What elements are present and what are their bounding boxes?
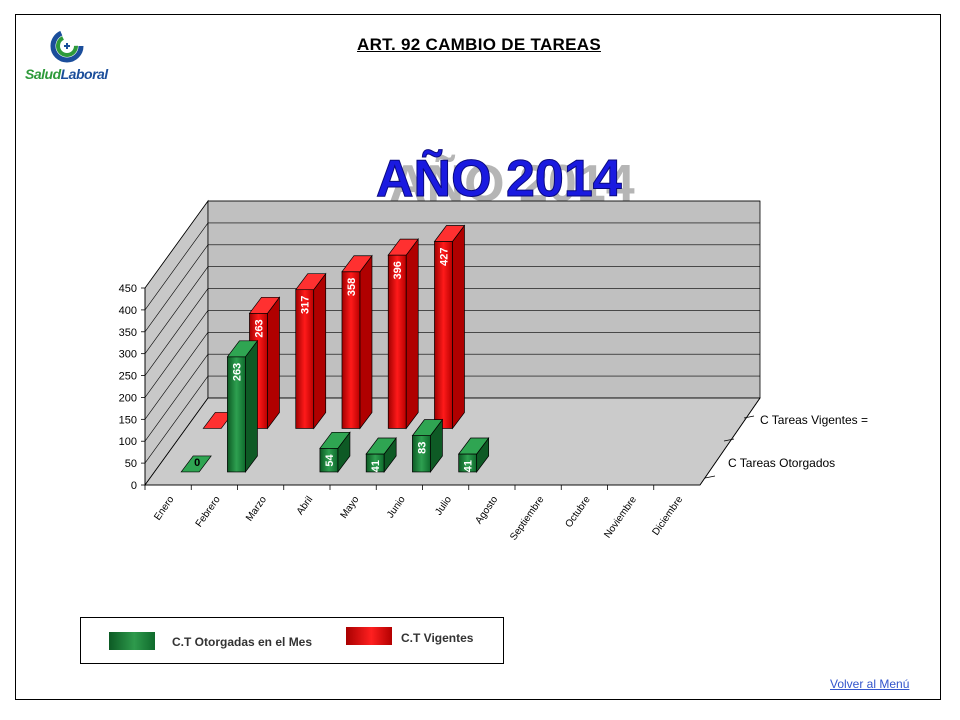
x-tick-label-marzo: Marzo xyxy=(244,494,269,523)
bar-otorgadas-mayo-top xyxy=(365,437,397,455)
back-to-menu-link[interactable]: Volver al Menú xyxy=(830,677,910,691)
bar-vigentes-mayo-label: 396 xyxy=(392,261,404,279)
y-tick-label: 450 xyxy=(119,283,137,295)
bar-otorgadas-julio-top xyxy=(457,437,490,455)
bar-vigentes-mayo xyxy=(387,254,407,429)
bar-otorgadas-julio-label: 41 xyxy=(463,460,475,472)
gridline xyxy=(144,222,760,311)
depth-label-vigentes: C Tareas Vigentes = xyxy=(760,413,868,427)
depth-tick xyxy=(704,475,716,479)
x-tick-label-febrero: Febrero xyxy=(194,494,223,529)
bar-otorgadas-enero xyxy=(180,455,212,473)
y-tick-label: 100 xyxy=(119,436,137,448)
bar-otorgadas-enero-label: 0 xyxy=(194,457,200,469)
bar-otorgadas-mayo-label: 41 xyxy=(370,460,382,472)
y-tick-label: 200 xyxy=(119,392,137,404)
bar-vigentes-febrero-side xyxy=(267,296,280,430)
bar-vigentes-abril-label: 358 xyxy=(346,278,358,296)
salud-laboral-logo: SaludLaboral xyxy=(25,28,110,86)
bar-vigentes-junio xyxy=(434,241,453,429)
bar-otorgadas-abril-top xyxy=(319,431,351,449)
y-tick-label: 400 xyxy=(119,305,137,317)
bar-vigentes-junio-label: 427 xyxy=(438,248,450,266)
depth-tick xyxy=(743,415,755,419)
legend-label-vigentes: C.T Vigentes xyxy=(401,631,474,645)
logo-text-laboral: Laboral xyxy=(60,66,109,82)
bar-vigentes-marzo-top xyxy=(295,273,327,291)
legend-label-otorgadas: C.T Otorgadas en el Mes xyxy=(172,635,313,649)
bar-vigentes-marzo-side xyxy=(313,272,327,430)
bar-otorgadas-junio-top xyxy=(411,419,444,436)
bar-vigentes-abril-side xyxy=(359,254,373,430)
x-tick-label-diciembre: Diciembre xyxy=(651,494,686,538)
bar-otorgadas-abril-label: 54 xyxy=(324,453,336,466)
gridline xyxy=(144,332,760,420)
depth-label-otorgados: C Tareas Otorgados xyxy=(728,456,835,470)
bar-vigentes-febrero-top xyxy=(248,296,281,314)
page-frame xyxy=(15,14,941,700)
page-title: ART. 92 CAMBIO DE TAREAS xyxy=(357,35,601,54)
gridline xyxy=(144,266,760,354)
gridline xyxy=(144,288,760,376)
chart-back-wall xyxy=(207,200,761,399)
bar-vigentes-febrero-label: 263 xyxy=(253,319,265,337)
x-tick-label-julio: Julio xyxy=(433,494,454,518)
logo-text: SaludLaboral xyxy=(25,66,108,82)
legend-swatch-vigentes xyxy=(346,627,392,645)
bar-otorgadas-febrero-side xyxy=(245,339,258,474)
y-tick-label: 250 xyxy=(119,371,137,383)
depth-tick xyxy=(723,438,735,442)
bar-otorgadas-febrero-label: 263 xyxy=(231,363,243,381)
x-tick-label-junio: Junio xyxy=(385,494,408,520)
chart-title: AÑO 2014 xyxy=(376,149,622,208)
logo-text-salud: Salud xyxy=(25,66,61,82)
gridline xyxy=(144,375,760,464)
bar-otorgadas-febrero-top xyxy=(226,340,259,358)
bar-vigentes-mayo-side xyxy=(405,238,419,430)
y-tick-label: 0 xyxy=(131,480,137,492)
y-tick-label: 50 xyxy=(125,458,137,470)
depth-axis xyxy=(699,397,761,486)
logo-icon xyxy=(50,29,84,63)
x-tick-label-abril: Abril xyxy=(295,494,315,517)
bar-vigentes-junio-side xyxy=(452,224,465,430)
bar-vigentes-junio-top xyxy=(433,225,466,242)
y-tick-label: 350 xyxy=(119,327,137,339)
bar-vigentes-mayo-top xyxy=(387,238,419,256)
x-tick-label-mayo: Mayo xyxy=(339,494,362,521)
gridline xyxy=(144,397,760,486)
gridline xyxy=(144,310,760,398)
x-tick-label-enero: Enero xyxy=(152,494,177,523)
bar-otorgadas-junio-label: 83 xyxy=(416,442,428,454)
bar-vigentes-abril-top xyxy=(341,255,373,273)
gridline xyxy=(144,200,760,289)
x-tick-label-octubre: Octubre xyxy=(563,494,593,530)
legend-swatch-otorgadas xyxy=(109,632,155,650)
y-tick-label: 300 xyxy=(119,349,137,361)
x-tick-label-septiembre: Septiembre xyxy=(508,494,547,543)
bar-vigentes-marzo-label: 317 xyxy=(300,296,312,314)
x-tick-label-agosto: Agosto xyxy=(473,494,500,526)
gridline xyxy=(144,353,760,442)
y-tick-label: 150 xyxy=(119,414,137,426)
chart-legend: C.T Otorgadas en el Mes C.T Vigentes xyxy=(80,617,504,664)
gridline xyxy=(144,244,760,332)
x-tick-label-noviembre: Noviembre xyxy=(602,494,639,540)
